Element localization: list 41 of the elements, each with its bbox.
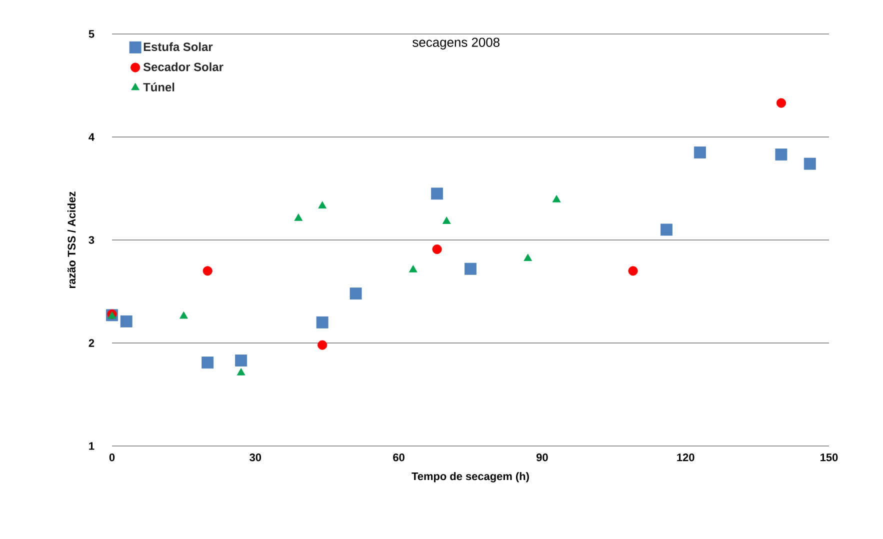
point bbox=[202, 266, 212, 276]
legend-label: Túnel bbox=[143, 82, 174, 92]
point bbox=[318, 201, 326, 208]
y-tick-label: 1 bbox=[89, 442, 94, 450]
point bbox=[235, 354, 248, 366]
x-axis-title: Tempo de secagem (h) bbox=[412, 472, 529, 482]
point bbox=[316, 316, 328, 328]
point bbox=[464, 262, 476, 275]
point bbox=[120, 315, 132, 328]
point bbox=[628, 266, 638, 276]
x-tick-label: 90 bbox=[536, 454, 548, 462]
y-tick-label: 3 bbox=[88, 236, 94, 244]
point bbox=[524, 254, 532, 262]
x-tick-label: 120 bbox=[677, 454, 694, 462]
point bbox=[552, 195, 561, 202]
point bbox=[294, 214, 303, 221]
legend-label: Secador Solar bbox=[143, 62, 224, 72]
y-axis-title: razão TSS / Acidez bbox=[67, 192, 76, 288]
point bbox=[408, 265, 418, 272]
point bbox=[442, 216, 451, 224]
y-tick-label: 4 bbox=[88, 133, 94, 141]
point bbox=[660, 224, 672, 236]
point bbox=[350, 288, 362, 300]
point bbox=[775, 148, 788, 160]
point bbox=[318, 340, 328, 350]
y-tick-label: 2 bbox=[88, 339, 94, 347]
x-tick-label: 60 bbox=[393, 454, 404, 462]
x-tick-label: 0 bbox=[109, 454, 115, 462]
x-tick-label: 30 bbox=[250, 454, 262, 462]
point bbox=[431, 188, 444, 200]
point bbox=[202, 356, 214, 369]
point bbox=[432, 244, 442, 254]
point bbox=[776, 98, 786, 108]
x-tick-label: 150 bbox=[820, 454, 838, 462]
point bbox=[804, 158, 816, 170]
chart-title: secagens 2008 bbox=[412, 38, 500, 50]
point bbox=[694, 146, 706, 158]
point bbox=[236, 368, 246, 376]
y-tick-label: 5 bbox=[88, 30, 94, 38]
point bbox=[180, 311, 188, 319]
legend-label: Estufa Solar bbox=[144, 42, 213, 52]
